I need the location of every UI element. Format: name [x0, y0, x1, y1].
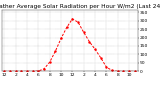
- Title: Milwaukee Weather Average Solar Radiation per Hour W/m2 (Last 24 Hours): Milwaukee Weather Average Solar Radiatio…: [0, 4, 160, 9]
